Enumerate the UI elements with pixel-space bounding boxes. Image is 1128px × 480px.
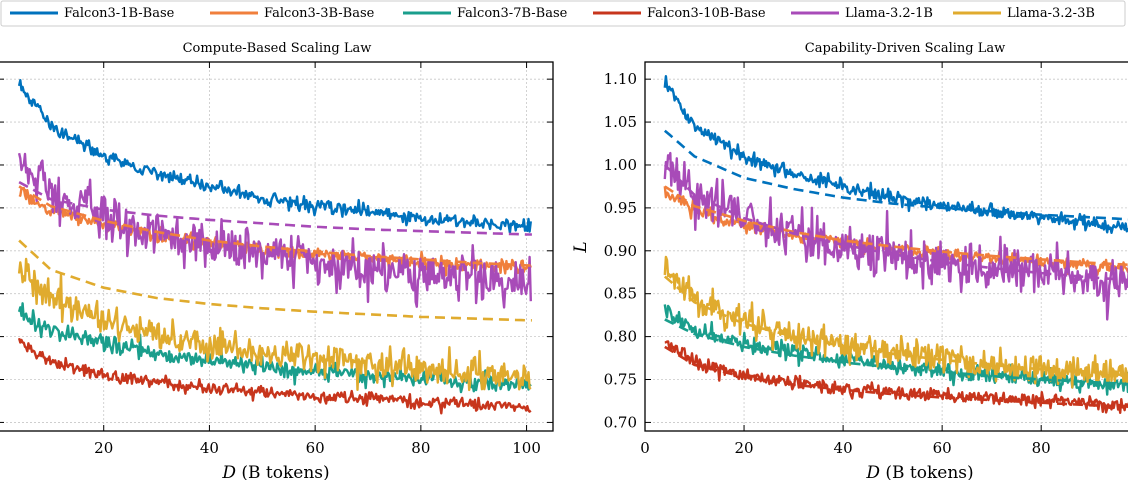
legend-label: Falcon3-3B-Base	[264, 6, 375, 21]
grid	[645, 62, 1128, 431]
x-tick-label: 80	[1032, 439, 1051, 457]
observed-series-line	[663, 255, 1128, 389]
series	[663, 74, 1128, 414]
y-tick-label: 1.05	[604, 113, 637, 131]
panel-title: Capability-Driven Scaling Law	[805, 41, 1005, 56]
y-tick-label: 0.75	[604, 371, 637, 389]
observed-series-line	[17, 302, 532, 394]
capability-driven-panel: Capability-Driven Scaling Law 0 20 40 60 800…	[571, 41, 1128, 480]
x-tick-label: 60	[933, 439, 952, 457]
legend-frame	[0, 0, 1126, 27]
fitted-series-line	[664, 185, 1128, 267]
x-tick-label: 40	[834, 439, 853, 457]
legend-entry: Falcon3-7B-Base	[403, 6, 568, 21]
fitted-series-line	[18, 180, 532, 236]
observed-series-line	[17, 257, 532, 392]
x-axis-label: D (B tokens)	[865, 463, 973, 480]
legend-label: Llama-3.2-1B	[845, 6, 933, 21]
compute-based-panel: Compute-Based Scaling Law 20 40 60 80 100 D …	[0, 41, 554, 480]
x-tick-label: 100	[512, 439, 541, 457]
legend-label: Falcon3-10B-Base	[647, 6, 766, 21]
y-tick-label: 0.80	[604, 328, 637, 346]
y-tick-label: 0.70	[604, 413, 637, 431]
legend-entry: Falcon3-10B-Base	[593, 6, 766, 21]
y-axis-label: L	[571, 241, 591, 253]
x-tick-label: 20	[94, 439, 113, 457]
fitted-series-line	[663, 129, 1128, 221]
legend-entry: Llama-3.2-3B	[953, 6, 1095, 21]
plot-frame	[644, 61, 1128, 432]
legend-entry: Llama-3.2-1B	[791, 6, 933, 21]
observed-series-line	[17, 78, 532, 234]
x-tick-label: 0	[640, 439, 650, 457]
x-tick-label: 20	[735, 439, 754, 457]
axis-ticks: 0 20 40 60 80 0.70 0.75 0.80 0.85 0.90 0.95 1.00 1.0…	[604, 62, 1051, 457]
x-tick-label: 80	[411, 439, 430, 457]
legend-label: Falcon3-7B-Base	[457, 6, 568, 21]
observed-series-line	[17, 337, 532, 415]
fitted-series-line	[663, 164, 1128, 282]
y-tick-label: 1.00	[604, 156, 637, 174]
legend-entry: Falcon3-1B-Base	[10, 6, 175, 21]
x-axis-label: D (B tokens)	[221, 463, 329, 480]
fitted-series-line	[664, 318, 1128, 386]
legend: Falcon3-1B-Base Falcon3-3B-Base Falcon3-…	[0, 0, 1126, 27]
x-tick-label: 40	[200, 439, 219, 457]
legend-label: Llama-3.2-3B	[1007, 6, 1095, 21]
fitted-series-line	[663, 275, 1128, 377]
fitted-series-line	[664, 345, 1128, 408]
observed-series-line	[17, 152, 532, 309]
y-tick-label: 1.10	[604, 70, 637, 88]
y-tick-label: 0.95	[604, 199, 637, 217]
fitted-series-line	[18, 185, 532, 267]
observed-series-line	[663, 151, 1128, 321]
panel-title: Compute-Based Scaling Law	[183, 41, 372, 56]
fitted-series-line	[18, 239, 532, 322]
plot-frame	[0, 61, 554, 432]
legend-entry: Falcon3-3B-Base	[210, 6, 375, 21]
legend-label: Falcon3-1B-Base	[64, 6, 175, 21]
x-tick-label: 60	[306, 439, 325, 457]
axis-ticks: 20 40 60 80 100	[0, 62, 553, 457]
series	[17, 78, 532, 415]
y-tick-label: 0.85	[604, 285, 637, 303]
y-tick-label: 0.90	[604, 242, 637, 260]
